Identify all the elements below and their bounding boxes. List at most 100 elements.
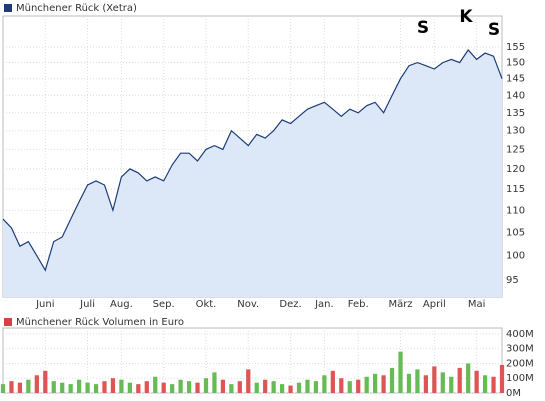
volume-bar	[34, 375, 39, 393]
y-tick-label: 145	[506, 74, 525, 85]
volume-bar	[246, 369, 251, 393]
y-tick-label: 150	[506, 58, 525, 69]
volume-bar	[237, 381, 242, 393]
y-tick-label: 0M	[506, 388, 521, 399]
y-tick-label: 400M	[506, 329, 534, 340]
volume-bar	[457, 367, 462, 393]
price-line	[2, 49, 503, 272]
y-tick-label: 110	[506, 205, 525, 216]
y-tick-label: 120	[506, 164, 525, 175]
volume-bar	[313, 381, 319, 393]
volume-bar	[279, 384, 285, 393]
legend-swatch	[4, 318, 12, 326]
volume-bar	[474, 370, 479, 393]
x-tick-label: April	[423, 299, 446, 310]
volume-bar	[254, 382, 259, 393]
volume-bar	[466, 363, 471, 393]
volume-bar	[17, 382, 23, 393]
volume-bar	[389, 367, 395, 393]
volume-bar	[364, 376, 369, 393]
y-tick-label: 100M	[506, 373, 534, 384]
y-tick-label: 100	[506, 251, 525, 262]
volume-bar	[296, 382, 302, 393]
y-tick-label: 140	[506, 90, 525, 101]
y-tick-label: 135	[506, 108, 525, 119]
x-tick-label: Juli	[79, 299, 95, 310]
y-tick-label: 130	[506, 126, 525, 137]
volume-bar	[406, 373, 412, 393]
x-tick-label: Aug.	[110, 299, 133, 310]
volume-bar	[9, 381, 14, 393]
volume-bar	[136, 384, 141, 393]
annotation: K	[459, 7, 473, 27]
legend-swatch	[4, 4, 12, 12]
volume-bar	[271, 381, 276, 393]
volume-bar	[432, 366, 437, 393]
volume-bar	[68, 384, 73, 393]
volume-bar	[26, 379, 31, 393]
x-tick-label: Okt.	[196, 299, 217, 310]
x-tick-label: März	[388, 299, 412, 310]
volume-bar	[229, 384, 234, 393]
volume-bar	[212, 372, 217, 393]
volume-bar	[93, 384, 99, 393]
volume-bar	[398, 351, 403, 393]
volume-bar	[449, 376, 454, 393]
volume-bar	[144, 381, 149, 393]
volume-bar	[491, 376, 496, 393]
volume-bar	[43, 370, 48, 393]
y-tick-label: 115	[506, 184, 525, 195]
y-tick-label: 200M	[506, 358, 534, 369]
x-tick-label: Mai	[468, 299, 486, 310]
annotation: S	[417, 18, 429, 38]
x-tick-label: Feb.	[348, 299, 369, 310]
volume-bar	[161, 382, 166, 393]
volume-bar	[186, 381, 192, 393]
x-tick-label: Jan.	[314, 299, 334, 310]
annotation: S	[488, 20, 500, 40]
volume-bar	[110, 378, 116, 393]
volume-bar	[356, 379, 361, 393]
volume-bar	[288, 385, 293, 393]
volume-bar	[339, 378, 344, 393]
y-tick-label: 95	[506, 275, 519, 286]
volume-bar	[330, 370, 335, 393]
volume-bar	[127, 382, 132, 393]
y-tick-label: 125	[506, 144, 525, 155]
volume-bar	[51, 381, 56, 393]
volume-bar	[415, 369, 420, 393]
legend-label: Münchener Rück (Xetra)	[16, 3, 137, 14]
volume-bar	[195, 382, 200, 393]
volume-bar	[381, 375, 386, 393]
legend-label: Münchener Rück Volumen in Euro	[16, 317, 184, 328]
volume-bar	[373, 373, 378, 393]
volume-bar	[85, 382, 90, 393]
volume-bar	[499, 364, 505, 393]
y-tick-label: 155	[506, 42, 525, 53]
volume-bar	[322, 375, 327, 393]
volume-bar	[60, 382, 65, 393]
x-tick-label: Juni	[35, 299, 54, 310]
volume-bar	[263, 379, 268, 393]
volume-bar	[347, 381, 352, 393]
volume-bar	[423, 375, 428, 393]
volume-bar	[170, 384, 175, 393]
volume-bar	[482, 375, 488, 393]
volume-bar	[77, 379, 82, 393]
y-tick-label: 105	[506, 227, 525, 238]
volume-bar	[119, 379, 124, 393]
volume-bar	[0, 384, 6, 393]
volume-bar	[220, 379, 226, 393]
volume-bar	[440, 372, 445, 393]
volume-bar	[178, 379, 183, 393]
x-tick-label: Nov.	[237, 299, 259, 310]
volume-bar	[153, 376, 158, 393]
volume-bar	[203, 378, 209, 393]
price-area	[3, 50, 502, 297]
x-tick-label: Dez.	[279, 299, 301, 310]
y-tick-label: 300M	[506, 344, 534, 355]
volume-bar	[102, 381, 107, 393]
x-tick-label: Sep.	[153, 299, 175, 310]
volume-bar	[305, 379, 310, 393]
